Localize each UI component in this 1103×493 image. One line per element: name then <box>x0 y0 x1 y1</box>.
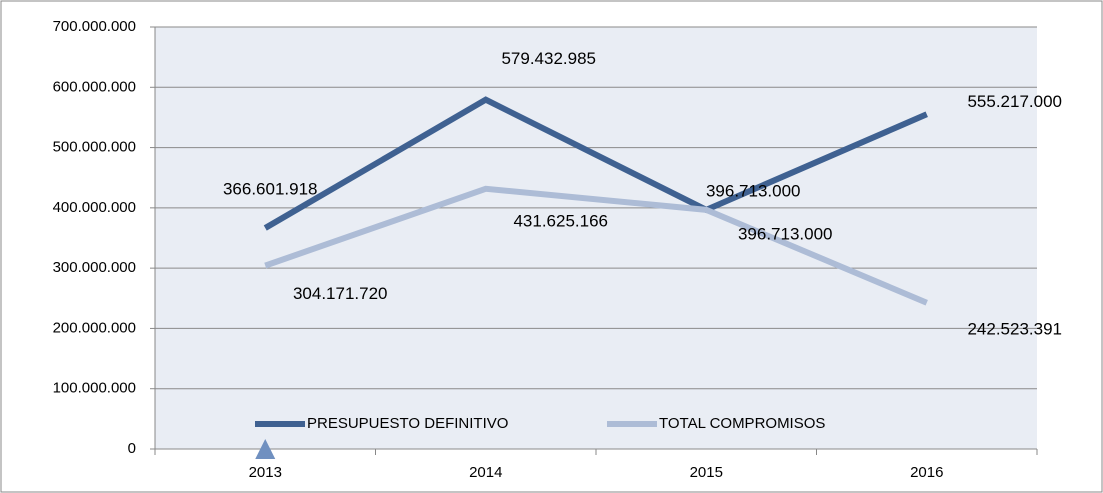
x-tick-label: 2016 <box>910 464 943 481</box>
y-tick-label: 300.000.000 <box>53 259 136 276</box>
y-tick-label: 100.000.000 <box>53 380 136 397</box>
series-line <box>264 185 928 306</box>
marker-triangle <box>255 439 276 459</box>
x-tick-label: 2014 <box>469 464 502 481</box>
data-label: 366.601.918 <box>223 179 318 198</box>
series-line <box>263 96 928 231</box>
data-label: 304.171.720 <box>293 284 388 303</box>
y-tick-label: 600.000.000 <box>53 78 136 95</box>
data-label: 242.523.391 <box>967 319 1062 338</box>
x-tick-label: 2015 <box>690 464 723 481</box>
x-tick-label: 2013 <box>249 464 282 481</box>
data-label: 431.625.166 <box>513 211 608 230</box>
legend-label: TOTAL COMPROMISOS <box>659 415 825 432</box>
data-label: 396.713.000 <box>738 224 833 243</box>
plot-area <box>155 27 1037 449</box>
legend-label: PRESUPUESTO DEFINITIVO <box>307 415 508 432</box>
y-tick-label: 400.000.000 <box>53 199 136 216</box>
y-tick-label: 200.000.000 <box>53 319 136 336</box>
data-label: 555.217.000 <box>967 92 1062 111</box>
y-tick-label: 700.000.000 <box>53 18 136 35</box>
y-tick-label: 0 <box>128 440 136 457</box>
data-label: 396.713.000 <box>706 181 801 200</box>
data-label: 579.432.985 <box>501 49 596 68</box>
y-tick-label: 500.000.000 <box>53 139 136 156</box>
